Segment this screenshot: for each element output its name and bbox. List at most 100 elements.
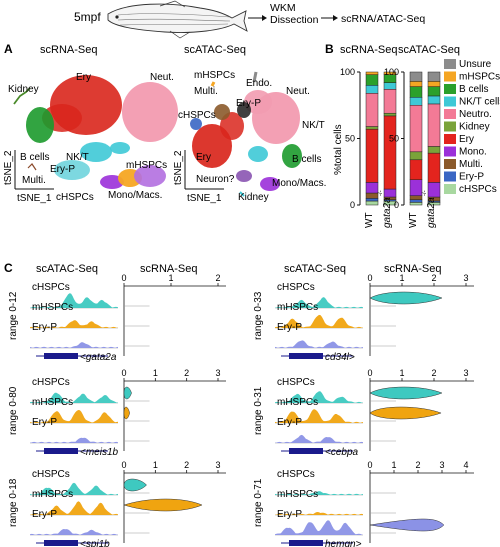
panel-letter-b: B [325, 42, 334, 56]
bar-segment-mono- [383, 188, 397, 198]
label-chspcs: cHSPCs [178, 110, 216, 121]
track-label: Ery-P [277, 322, 302, 333]
bar-segment-nk-t-cells [427, 95, 441, 105]
bar-rna-title: scRNA-Seq [340, 44, 397, 56]
bar-segment-unsure [427, 71, 441, 82]
panel-letter-a: A [4, 42, 13, 56]
violin-tick-label: 3 [463, 273, 468, 283]
bar-group-label: gata2a [382, 197, 393, 228]
bar-segment-ery [409, 159, 423, 180]
bar-segment-kidney [383, 112, 397, 117]
violin-tick-label: 1 [153, 460, 158, 470]
bar-segment-nk-t-cells [409, 97, 423, 106]
violin-tick-label: 3 [215, 460, 220, 470]
bar-ylabel: %total cells [333, 124, 344, 175]
label-mhspcs: mHSPCs [126, 160, 167, 171]
bar-segment-b-cells [365, 74, 379, 86]
violin-chspcs [123, 478, 147, 492]
label-multi: Multi. [22, 175, 46, 186]
stacked-bar-rna: 0 50 100 WT gata2a-/- [340, 67, 397, 228]
bar-tick-label: 50 [389, 134, 399, 144]
range-label: range 0-18 [8, 478, 19, 527]
bar-segment-kidney [409, 151, 423, 161]
bar-segment-chspcs [365, 200, 379, 206]
violin-tick-label: 1 [399, 368, 404, 378]
rna-axis-y: tSNE_2 [3, 150, 14, 185]
violin-tick-label: 2 [184, 368, 189, 378]
cluster-nkt [248, 146, 268, 162]
label-neut: Neut. [150, 72, 174, 83]
cluster-nkt [110, 142, 130, 154]
bar-tick-label: 50 [345, 134, 355, 144]
legend-swatch [444, 96, 456, 107]
gene-name: <cebpa [325, 447, 359, 458]
track-label: Ery-P [32, 417, 57, 428]
legend-label: Unsure [459, 59, 492, 70]
bar-segment-kidney [365, 126, 379, 130]
track-label: mHSPCs [277, 397, 318, 408]
bar-group-label: WT [364, 212, 375, 228]
bar-segment-mono- [427, 182, 441, 198]
bar-group-label: WT [408, 212, 419, 228]
zebrafish-icon [107, 0, 248, 39]
violin-tick-label: 1 [399, 273, 404, 283]
cluster-bcells [282, 144, 302, 168]
atac-peak-mhspcs [275, 409, 363, 423]
bar-segment-mono- [409, 179, 423, 196]
label-neuron: Neuron? [196, 174, 235, 185]
step2-label: scRNA/ATAC-Seq [341, 13, 425, 25]
atac-peak-chspcs [30, 482, 118, 495]
legend-label: B cells [459, 84, 488, 95]
bar-segment-ery-p [409, 199, 423, 203]
violin-ery-p [369, 518, 445, 532]
cluster-nkt [80, 142, 112, 162]
atac-peak-ery-p [275, 520, 363, 535]
gene-model-exon [289, 448, 323, 454]
legend-swatch [444, 171, 456, 182]
atac-peak-ery-p [30, 437, 118, 443]
legend-swatch [444, 109, 456, 119]
bar-segment-mhspcs [409, 81, 423, 87]
legend-label: Neutro. [459, 109, 492, 120]
gene-block-cebpa: range 0-31 cHSPCs mHSPCs Ery-P <cebpa 0 1 2 3 [253, 368, 474, 458]
gene-block-meis1b: range 0-80 cHSPCs mHSPCs Ery-P <meis1b 0 1 2 3 [8, 368, 226, 458]
track-label: Ery-P [277, 417, 302, 428]
atac-peak-chspcs [30, 293, 118, 308]
bar-tick-label: 0 [350, 200, 355, 210]
atac-peak-ery-p [30, 342, 118, 348]
gene-block-spi1b: range 0-18 cHSPCs mHSPCs Ery-P <spi1b 0 1 2 3 [8, 460, 226, 547]
bar-segment-multi- [365, 192, 379, 199]
cluster-multi [27, 163, 37, 171]
violin-tick-label: 1 [391, 460, 396, 470]
violin-tick-label: 2 [415, 460, 420, 470]
bar-segment-ery [383, 115, 397, 190]
bar-group-superscript: -/- [422, 190, 428, 196]
bar-tick-label: 100 [340, 67, 355, 77]
track-label: Ery-P [277, 509, 302, 520]
cluster-mono [100, 175, 124, 189]
atac-axis-y: tSNE_2 [173, 150, 184, 185]
atac-peak-mhspcs [30, 410, 118, 423]
legend-swatch [444, 59, 456, 69]
label-eryp: Ery-P [50, 164, 75, 175]
violin-tick-label: 2 [431, 273, 436, 283]
bar-tick-label: 0 [394, 200, 399, 210]
label-multi: Multi. [194, 86, 218, 97]
violin-tick-label: 1 [168, 273, 173, 283]
gene-name: <spi1b [80, 539, 110, 547]
rna-cluster-labels: Kidney Ery Neut. B cells NK/T Ery-P Mult… [8, 72, 174, 203]
bar-segment-ery [365, 128, 379, 183]
legend-swatch [444, 71, 456, 82]
workflow-header: 5mpf WKM Dissection scRNA/ATAC-Seq [74, 0, 425, 39]
range-label: range 0-31 [253, 386, 264, 435]
cluster-eryp [237, 102, 251, 118]
violin-tick-label: 3 [215, 368, 220, 378]
gene-name: cd34l> [325, 352, 355, 363]
bar-atac-title: scATAC-Seq [398, 44, 460, 56]
label-ery: Ery [76, 72, 91, 83]
violin-tick-label: 0 [121, 273, 126, 283]
panel-a: A scRNA-Seq scATAC-Seq Kidney Ery Neut. … [3, 42, 326, 204]
label-mono: Mono/Macs. [272, 178, 326, 189]
